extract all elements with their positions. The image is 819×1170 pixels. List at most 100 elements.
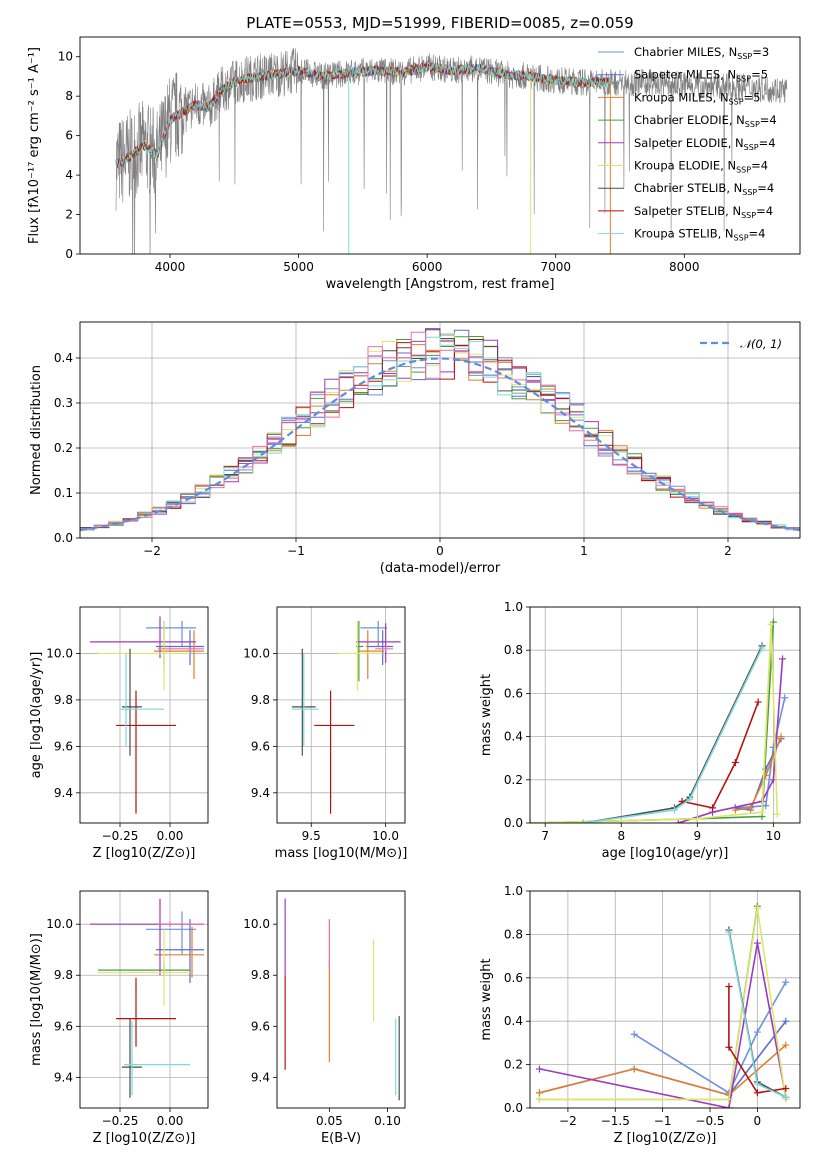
normal-curve <box>80 357 800 532</box>
y-tick-label: 0.0 <box>504 816 523 830</box>
plot-area <box>80 322 800 538</box>
y-axis-label: Flux [fλ10⁻¹⁷ erg cm⁻² s⁻¹ A⁻¹] <box>27 47 42 244</box>
plot-area <box>80 607 208 823</box>
x-axis-label: mass [log10(M/M⊙)] <box>275 846 408 861</box>
y-tick-label: 10 <box>58 50 73 64</box>
x-axis-label: Z [log10(Z/Z⊙)] <box>93 1131 196 1146</box>
y-tick-label: 9.6 <box>251 739 270 753</box>
x-tick-label: 2 <box>724 544 732 558</box>
legend-label: Salpeter STELIB, NSSP=4 <box>634 204 773 220</box>
legend-label: Kroupa STELIB, NSSP=4 <box>634 227 765 243</box>
series-point <box>725 1043 733 1051</box>
y-tick-label: 0.2 <box>504 1058 523 1072</box>
series-point <box>725 1095 733 1103</box>
series-line <box>539 1044 787 1096</box>
legend-label: Salpeter MILES, NSSP=5 <box>634 68 768 84</box>
series-point <box>747 804 755 812</box>
series-point <box>781 694 789 702</box>
model-spectrum <box>115 62 611 169</box>
x-tick-label: 0.00 <box>157 1114 184 1128</box>
series-point <box>753 939 761 947</box>
plot-area <box>277 607 405 823</box>
histogram-series <box>80 336 800 531</box>
series-point <box>782 1041 790 1049</box>
x-tick-label: −0.25 <box>102 1114 139 1128</box>
series-point <box>693 815 701 823</box>
series-point <box>753 1080 761 1088</box>
y-tick-label: 9.8 <box>54 693 73 707</box>
series-line <box>530 624 778 823</box>
y-tick-label: 6 <box>65 129 73 143</box>
x-axis-label: (data-model)/error <box>380 561 501 576</box>
chart-mass-vs-Z: −0.25 0.00 9.4 9.6 9.8 10.0 Z [log10(Z/Z⊙)] mas… <box>29 890 209 1146</box>
legend-suffix: =4 <box>757 181 774 195</box>
legend-label: Kroupa ELODIE, NSSP=4 <box>634 159 768 175</box>
x-tick-label: 7 <box>541 829 549 843</box>
legend-subscript: SSP <box>745 120 760 129</box>
x-tick-label: −2 <box>559 1114 577 1128</box>
y-tick-label: 0.2 <box>54 441 73 455</box>
legend-label: Salpeter ELODIE, NSSP=4 <box>634 136 776 152</box>
y-axis-label: mass [log10(M/M⊙)] <box>29 933 44 1066</box>
x-tick-label: 10.0 <box>372 829 399 843</box>
series-point <box>686 795 694 803</box>
legend-subscript: SSP <box>742 188 757 197</box>
series-line <box>735 697 786 809</box>
chart-massweight-vs-age: 7 8 9 10 0.0 0.2 0.4 0.6 0.8 1.0 age [log10(age/yr… <box>479 600 801 861</box>
series-line <box>530 622 775 823</box>
y-tick-label: 10.0 <box>243 917 270 931</box>
plot-area <box>530 607 800 823</box>
series-point <box>753 1089 761 1097</box>
series-point <box>535 1095 543 1103</box>
series-point <box>782 978 790 986</box>
series-line <box>539 906 759 1101</box>
x-tick-label: 7000 <box>540 260 571 274</box>
x-tick-label: 8000 <box>669 260 700 274</box>
series-point <box>762 802 770 810</box>
series-point <box>754 698 762 706</box>
legend-subscript: SSP <box>729 97 744 106</box>
legend-subscript: SSP <box>734 234 749 243</box>
y-tick-label: 0.4 <box>504 730 523 744</box>
series-point <box>758 644 766 652</box>
series-point <box>753 1028 761 1036</box>
y-tick-label: 0.0 <box>504 1101 523 1115</box>
series-point <box>535 1089 543 1097</box>
series-point <box>725 1104 733 1108</box>
series-point <box>758 808 766 816</box>
y-axis-label: Normed distribution <box>29 365 44 495</box>
x-tick-label: 9.5 <box>302 829 321 843</box>
axes-frame <box>276 606 406 824</box>
axes-frame <box>79 890 209 1109</box>
y-tick-label: 2 <box>65 208 73 222</box>
chart-spectrum: 4000 5000 6000 7000 8000 0 2 4 6 8 10 wavelength [A… <box>27 36 801 292</box>
axes-frame <box>276 890 406 1109</box>
plot-area <box>80 891 208 1108</box>
y-tick-label: 0.6 <box>504 971 523 985</box>
y-tick-label: 9.4 <box>54 1070 73 1084</box>
x-tick-label: 5000 <box>283 260 314 274</box>
axes-frame <box>529 606 801 824</box>
legend-suffix: =4 <box>749 227 766 241</box>
series-point <box>731 759 739 767</box>
y-tick-label: 0 <box>65 247 73 261</box>
axes-frame <box>529 890 801 1109</box>
x-tick-label: 0.00 <box>157 829 184 843</box>
x-tick-label: 0 <box>754 1114 762 1128</box>
x-tick-label: 4000 <box>155 260 186 274</box>
histogram-series <box>80 331 800 530</box>
y-tick-label: 10.0 <box>46 917 73 931</box>
legend-subscript: SSP <box>736 75 751 84</box>
x-axis-label: E(B-V) <box>321 1131 361 1146</box>
series-line <box>735 736 782 811</box>
axes-frame <box>79 321 801 539</box>
y-axis-label: mass weight <box>479 674 494 756</box>
plot-area <box>284 898 400 1101</box>
chart-residuals: −2 −1 0 1 2 0.0 0.1 0.2 0.3 0.4 (data-model)/error… <box>29 321 801 576</box>
series-point <box>617 817 625 823</box>
y-tick-label: 0.3 <box>54 396 73 410</box>
series-point <box>777 733 785 741</box>
series-point <box>767 620 775 628</box>
y-tick-label: 1.0 <box>504 600 523 614</box>
series-point <box>709 804 717 812</box>
